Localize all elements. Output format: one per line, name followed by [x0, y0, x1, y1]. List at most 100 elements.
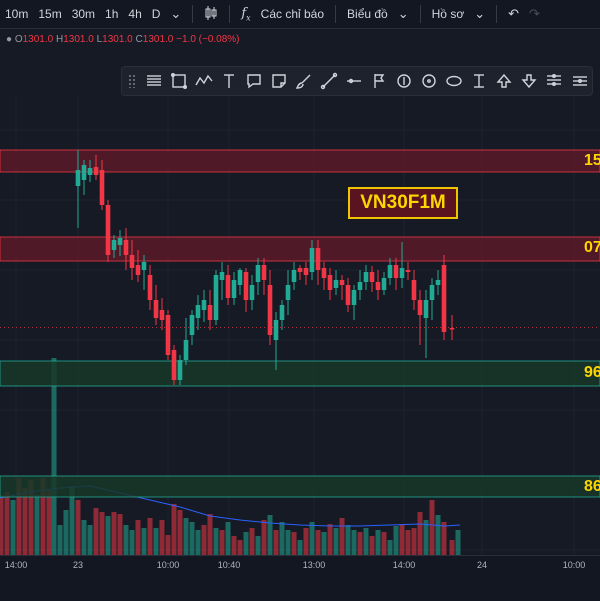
candle-body [411, 280, 417, 300]
high-value: 1301.0 [63, 34, 94, 45]
x-tick-label: 23 [72, 560, 84, 570]
undo-icon[interactable]: ↶ [508, 6, 519, 21]
drag-handle-icon[interactable] [128, 74, 138, 88]
candlestick-icon[interactable] [199, 5, 223, 24]
indicators-button[interactable]: Các chỉ báo [260, 7, 325, 21]
profile-button[interactable]: Hồ sơ [431, 7, 465, 21]
volume-bar [99, 512, 105, 555]
chevron-down-icon[interactable]: ⌄ [170, 6, 182, 21]
text-tool-icon[interactable] [217, 68, 242, 94]
candle-body [351, 290, 357, 305]
path-icon[interactable] [192, 68, 217, 94]
vertical-range-icon[interactable] [467, 68, 492, 94]
arrow-down-icon[interactable] [517, 68, 542, 94]
rectangle-icon[interactable] [166, 68, 191, 94]
candle-body [135, 265, 141, 275]
candle-body [285, 285, 291, 300]
interval-d[interactable]: D [151, 7, 161, 21]
volume-bar [441, 522, 447, 555]
circle-icon[interactable] [417, 68, 442, 94]
candle-body [183, 340, 189, 360]
price-label-icon[interactable] [367, 68, 392, 94]
interval-10m[interactable]: 10m [5, 7, 29, 21]
interval-1h[interactable]: 1h [105, 7, 119, 21]
volume-bar [393, 526, 399, 555]
x-tick-label: 13:00 [302, 560, 326, 570]
volume-bar [51, 358, 57, 555]
zone-label-86: 86 [584, 478, 600, 495]
interval-4h[interactable]: 4h [128, 7, 142, 21]
volume-bar [291, 532, 297, 555]
candle-body [249, 285, 255, 300]
x-tick-label: 10:00 [562, 560, 586, 570]
volume-bar [369, 536, 375, 555]
candle-body [201, 300, 207, 310]
open-key: O [14, 34, 23, 45]
chevron-down-icon[interactable]: ⌄ [397, 6, 409, 21]
volume-bar [429, 500, 435, 555]
top-toolbar: 10m 15m 30m 1h 4h D ⌄ fx Các chỉ báo Biể… [0, 0, 600, 29]
volume-bar [135, 520, 141, 555]
low-key: L [96, 34, 103, 45]
volume-bar [40, 478, 46, 555]
chart-type-button[interactable]: Biểu đồ [347, 7, 388, 21]
time-axis[interactable]: 14:00 23 10:00 10:40 13:00 14:00 24 10:0… [0, 555, 600, 601]
x-tick-label: 14:00 [392, 560, 416, 570]
volume-bar [219, 530, 225, 555]
toolbar-divider [496, 5, 498, 23]
volume-bar [195, 530, 201, 555]
volume-bar [189, 522, 195, 555]
volume-bar [363, 528, 369, 555]
volume-bar [249, 528, 255, 555]
function-icon[interactable]: fx [241, 5, 251, 23]
candle-body [405, 270, 411, 272]
candle-body [159, 310, 165, 320]
symbol-badge: VN30F1M [348, 187, 458, 219]
candle-body [147, 275, 153, 300]
volume-bar [34, 495, 40, 555]
volume-bar [171, 504, 177, 555]
redo-icon[interactable]: ↷ [529, 6, 540, 21]
zone-label-96: 96 [584, 364, 600, 381]
candle-body [423, 300, 429, 318]
candle-body [375, 282, 381, 290]
volume-bar [321, 532, 327, 555]
volume-bar [315, 530, 321, 555]
candle-body [267, 285, 273, 335]
price-chart[interactable] [0, 96, 600, 555]
brush-icon[interactable] [292, 68, 317, 94]
arrow-up-icon[interactable] [492, 68, 517, 94]
volume-bar [75, 500, 81, 555]
interval-15m[interactable]: 15m [38, 7, 62, 21]
candle-body [417, 300, 423, 315]
change-value: −1.0 (−0.08%) [176, 34, 240, 45]
chevron-down-icon[interactable]: ⌄ [474, 6, 486, 21]
candle-body [255, 265, 261, 282]
ellipse-icon[interactable] [442, 68, 467, 94]
volume-bar [16, 478, 22, 555]
volume-bars [0, 358, 461, 555]
volume-bar [345, 525, 351, 555]
candle-body [321, 268, 327, 278]
volume-bar [46, 490, 52, 555]
candle-body [429, 285, 435, 300]
note-icon[interactable] [267, 68, 292, 94]
candle-body [99, 170, 105, 205]
anchor-icon[interactable] [392, 68, 417, 94]
zone-label-07: 07 [584, 239, 600, 256]
toolbar-divider [192, 5, 194, 23]
interval-30m[interactable]: 30m [71, 7, 96, 21]
trend-line-icon[interactable] [317, 68, 342, 94]
callout-icon[interactable] [242, 68, 267, 94]
align-bottom-icon[interactable] [567, 68, 592, 94]
align-lines-icon[interactable] [141, 68, 166, 94]
horizontal-ray-icon[interactable] [342, 68, 367, 94]
candle-body [449, 328, 455, 330]
volume-bar [141, 528, 147, 555]
low-value: 1301.0 [102, 34, 133, 45]
volume-bar [177, 510, 183, 555]
volume-bar [57, 525, 63, 555]
candle-body [399, 268, 405, 278]
align-top-icon[interactable] [542, 68, 567, 94]
candle-body [369, 272, 375, 282]
